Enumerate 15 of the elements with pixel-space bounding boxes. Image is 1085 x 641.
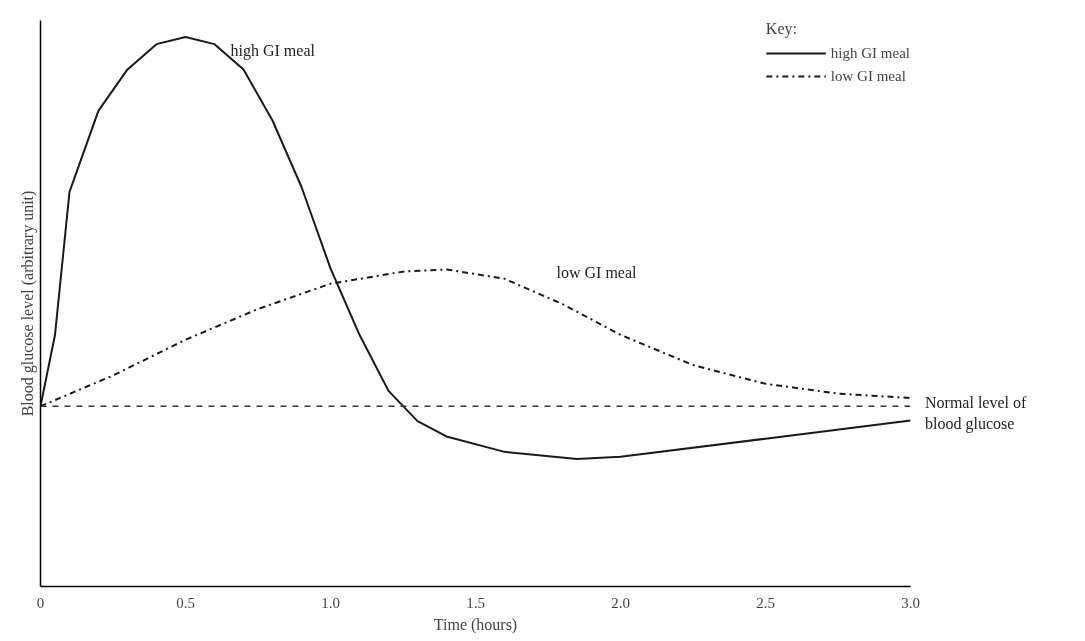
x-tick-label: 0.5 [176,594,195,611]
legend-label: high GI meal [830,44,910,62]
ref-line-label: Normal level of blood glucose [925,393,1028,435]
x-tick-label: 1.5 [466,594,485,611]
annotation: low GI meal [556,264,638,282]
legend-label: low GI meal [830,67,906,85]
x-tick-label: 0 [36,594,45,611]
x-tick-label: 3.0 [901,594,920,611]
y-axis-title: Blood glucose level (arbitrary unit) [18,190,37,417]
x-tick-label: 1.0 [321,594,340,611]
annotation: high GI meal [230,41,316,60]
x-tick-label: 2.0 [611,594,630,611]
x-tick-label: 2.5 [756,594,775,611]
legend-title: Key: [765,20,798,38]
x-axis-title: Time (hours) [433,615,518,634]
